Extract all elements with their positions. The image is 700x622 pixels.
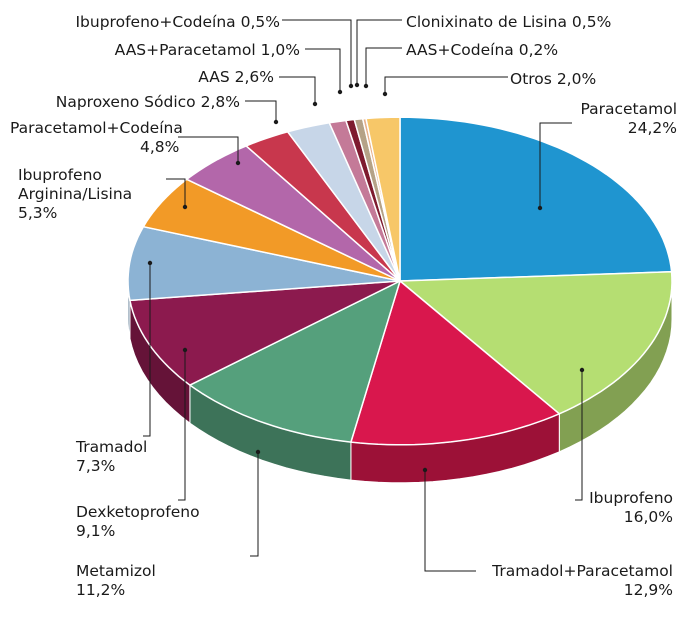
- label-slice-14-value: 2,0%: [556, 70, 597, 88]
- label-slice-12-value: 0,5%: [571, 13, 612, 31]
- label-slice-10-value: 1,0%: [260, 41, 300, 59]
- leader-lines: [143, 19, 585, 572]
- label-slice-13: AAS+Codeína 0,2%: [406, 41, 558, 60]
- leader-line-6: [166, 178, 186, 207]
- slice-14: [365, 116, 401, 282]
- leader-line-14: [384, 76, 508, 94]
- label-slice-2-value: 12,9%: [623, 581, 673, 599]
- leader-line-4: [178, 350, 186, 501]
- label-slice-3: Metamizol 11,2%: [76, 562, 156, 600]
- label-slice-6-name: Ibuprofeno Arginina/Lisina: [18, 166, 133, 203]
- label-slice-14: Otros 2,0%: [510, 70, 596, 89]
- label-slice-2: Tramadol+Paracetamol 12,9%: [492, 562, 673, 600]
- leader-dot-12: [354, 82, 360, 88]
- label-slice-4-name: Dexketoprofeno: [76, 503, 200, 521]
- pie-side-walls: [127, 280, 673, 484]
- label-slice-10: AAS+Paracetamol 1,0%: [115, 41, 300, 60]
- label-slice-5-value: 7,3%: [76, 457, 116, 475]
- slice-6: [142, 178, 401, 282]
- label-slice-2-name: Tramadol+Paracetamol: [492, 562, 673, 580]
- label-slice-12: Clonixinato de Lisina 0,5%: [406, 13, 611, 32]
- label-slice-14-name: Otros: [510, 70, 552, 88]
- label-slice-1-value: 16,0%: [623, 508, 673, 526]
- leader-dot-9: [312, 101, 318, 107]
- label-slice-8: Naproxeno Sódico 2,8%: [56, 93, 240, 112]
- leader-dot-4: [182, 347, 188, 353]
- leader-dot-10: [337, 89, 343, 95]
- leader-line-3: [250, 452, 259, 557]
- label-slice-7-value: 4,8%: [140, 138, 180, 156]
- label-slice-6: Ibuprofeno Arginina/Lisina 5,3%: [18, 166, 153, 223]
- slice-9: [286, 122, 401, 282]
- label-slice-3-name: Metamizol: [76, 562, 156, 580]
- leader-dot-11: [348, 83, 354, 89]
- label-slice-7: Paracetamol+Codeína 4,8%: [10, 119, 183, 157]
- slice-8: [245, 131, 401, 282]
- slice-3: [189, 280, 401, 443]
- slice-5: [127, 225, 401, 302]
- label-slice-11: Ibuprofeno+Codeína 0,5%: [75, 13, 280, 32]
- leader-dot-6: [182, 204, 188, 210]
- leader-dot-7: [235, 160, 241, 166]
- leader-line-12: [356, 19, 402, 85]
- leader-line-9: [279, 76, 316, 104]
- leader-line-8: [245, 100, 277, 122]
- leader-dot-3: [255, 449, 261, 455]
- label-slice-0-value: 24,2%: [627, 119, 677, 137]
- label-slice-5-name: Tramadol: [76, 438, 148, 456]
- label-slice-5: Tramadol 7,3%: [76, 438, 147, 476]
- label-slice-9-name: AAS: [198, 68, 230, 86]
- label-slice-3-value: 11,2%: [76, 581, 126, 599]
- leader-dot-14: [382, 91, 388, 97]
- label-slice-7-name: Paracetamol+Codeína: [10, 119, 183, 137]
- label-slice-1-name: Ibuprofeno: [589, 489, 673, 507]
- label-slice-1: Ibuprofeno 16,0%: [589, 489, 673, 527]
- label-slice-8-name: Naproxeno Sódico: [55, 93, 196, 111]
- label-slice-0: Paracetamol 24,2%: [580, 100, 677, 138]
- leader-dot-0: [537, 205, 543, 211]
- pie-top-faces: [127, 116, 673, 446]
- leader-dot-1: [579, 367, 585, 373]
- leader-line-10: [305, 48, 341, 92]
- leader-line-0: [539, 122, 572, 208]
- label-slice-9: AAS 2,6%: [198, 68, 274, 87]
- label-slice-10-name: AAS+Paracetamol: [114, 41, 256, 59]
- slice-1: [399, 271, 673, 415]
- leader-dot-5: [147, 260, 153, 266]
- slice-2: [350, 280, 561, 446]
- slice-7: [185, 145, 401, 282]
- leader-dot-8: [273, 119, 279, 125]
- leader-line-1: [575, 370, 583, 501]
- label-slice-6-value: 5,3%: [18, 204, 58, 222]
- leader-line-7: [178, 136, 239, 163]
- leader-line-5: [143, 263, 151, 437]
- label-slice-4: Dexketoprofeno 9,1%: [76, 503, 200, 541]
- slice-0: [399, 116, 673, 282]
- leader-dot-13: [363, 83, 369, 89]
- label-slice-13-name: AAS+Codeína: [406, 41, 514, 59]
- label-slice-4-value: 9,1%: [76, 522, 116, 540]
- leader-dot-2: [422, 467, 428, 473]
- label-slice-8-value: 2,8%: [200, 93, 240, 111]
- label-slice-13-value: 0,2%: [518, 41, 559, 59]
- label-slice-11-name: Ibuprofeno+Codeína: [75, 13, 236, 31]
- label-slice-11-value: 0,5%: [240, 13, 280, 31]
- leader-line-2: [424, 470, 476, 572]
- label-slice-12-name: Clonixinato de Lisina: [406, 13, 567, 31]
- label-slice-0-name: Paracetamol: [580, 100, 677, 118]
- leader-line-11: [282, 19, 352, 86]
- leader-line-13: [365, 47, 402, 86]
- label-slice-9-value: 2,6%: [234, 68, 274, 86]
